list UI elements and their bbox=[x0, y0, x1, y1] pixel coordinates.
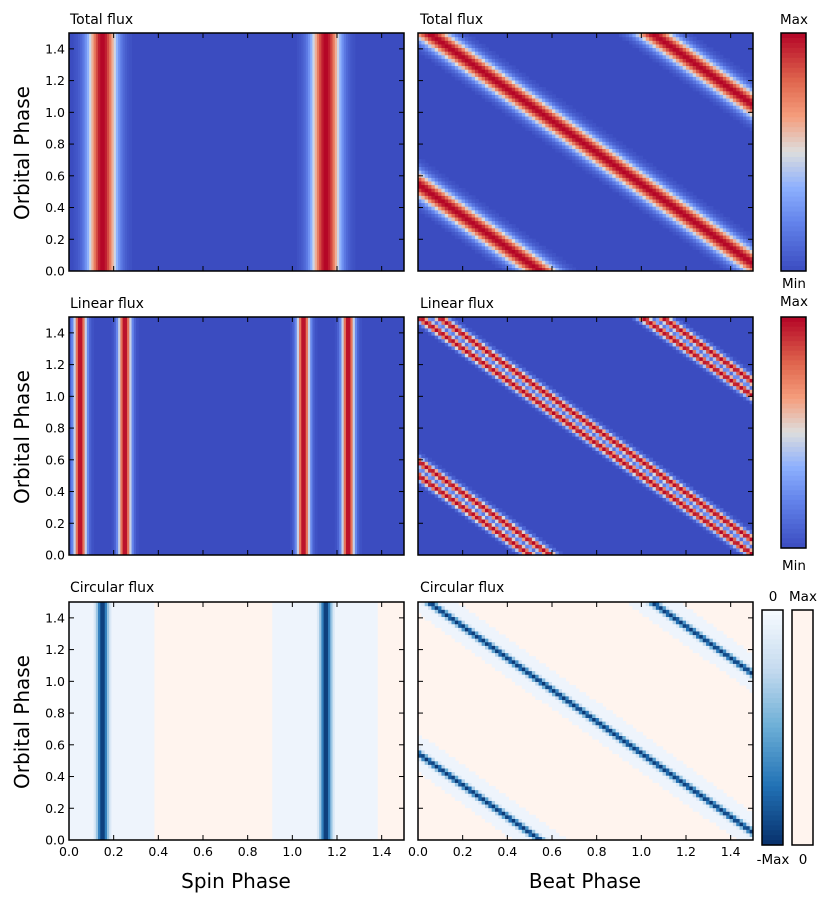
x-tick-label: 0.6 bbox=[193, 844, 213, 859]
y-tick-label: 1.2 bbox=[45, 73, 65, 88]
x-tick-label: 1.4 bbox=[372, 844, 392, 859]
y-tick-label: 1.0 bbox=[45, 389, 65, 404]
x-tick-label: 1.2 bbox=[327, 844, 347, 859]
colorbar-circular-negative bbox=[761, 609, 784, 846]
y-tick-label: 0.4 bbox=[45, 484, 65, 499]
x-tick-label: 0.2 bbox=[104, 844, 124, 859]
y-axis-label-row1: Orbital Phase bbox=[10, 86, 34, 220]
y-tick-label: 1.4 bbox=[45, 41, 65, 56]
y-tick-label: 1.0 bbox=[45, 105, 65, 120]
colorbar-circular-positive bbox=[791, 609, 814, 846]
panel-title-total-spin: Total flux bbox=[69, 12, 133, 28]
y-tick-label: 0.0 bbox=[45, 548, 65, 563]
colorbar-total bbox=[780, 32, 807, 272]
y-tick-label: 0.2 bbox=[45, 232, 65, 247]
colorbar-circ-pos-top-label: Max bbox=[789, 589, 817, 605]
colorbar-circ-pos-bottom-label: 0 bbox=[799, 852, 808, 868]
heatmap-linear-beat bbox=[417, 316, 754, 556]
colorbar-total-min-label: Min bbox=[782, 276, 806, 292]
y-tick-label: 0.2 bbox=[45, 801, 65, 816]
colorbar-linear-min-label: Min bbox=[782, 558, 806, 574]
y-tick-label: 0.8 bbox=[45, 706, 65, 721]
y-tick-label: 0.0 bbox=[45, 264, 65, 279]
x-axis-label-spin: Spin Phase bbox=[181, 869, 291, 893]
x-tick-label: 0.4 bbox=[497, 844, 517, 859]
heatmap-circular-spin: 0.00.0 0.2 0.2 0.4 0.4 0.6 0.6 0.8 0.8 1.0 1.0 1.2 1… bbox=[45, 601, 405, 859]
y-tick-label: 0.8 bbox=[45, 421, 65, 436]
colorbar-linear-max-label: Max bbox=[780, 294, 808, 310]
heatmap-circular-beat: 0.0 0.2 0.4 0.6 0.8 1.0 1.2 1.4 bbox=[408, 601, 754, 859]
y-tick-label: 1.2 bbox=[45, 357, 65, 372]
y-tick-label: 0.4 bbox=[45, 769, 65, 784]
x-tick-label: 0.2 bbox=[453, 844, 473, 859]
panel-title-circular-beat: Circular flux bbox=[420, 580, 504, 596]
x-tick-label: 0.6 bbox=[542, 844, 562, 859]
y-tick-label: 1.4 bbox=[45, 610, 65, 625]
colorbar-circ-neg-bottom-label: -Max bbox=[757, 852, 790, 868]
y-axis-label-row2: Orbital Phase bbox=[10, 370, 34, 504]
panel-title-circular-spin: Circular flux bbox=[70, 580, 154, 596]
y-tick-label: 1.4 bbox=[45, 325, 65, 340]
panel-title-total-beat: Total flux bbox=[419, 12, 483, 28]
x-tick-label: 1.2 bbox=[676, 844, 696, 859]
colorbar-linear bbox=[780, 316, 807, 549]
y-tick-label: 0.6 bbox=[45, 168, 65, 183]
y-tick-label: 0.6 bbox=[45, 452, 65, 467]
y-tick-label: 1.2 bbox=[45, 642, 65, 657]
panel-title-linear-beat: Linear flux bbox=[420, 296, 494, 312]
x-axis-label-beat: Beat Phase bbox=[529, 869, 641, 893]
panel-title-linear-spin: Linear flux bbox=[70, 296, 144, 312]
y-tick-label: 0.4 bbox=[45, 200, 65, 215]
y-tick-label: 0.6 bbox=[45, 737, 65, 752]
x-tick-label: 1.4 bbox=[721, 844, 741, 859]
x-tick-label: 0.8 bbox=[238, 844, 258, 859]
y-axis-label-row3: Orbital Phase bbox=[10, 655, 34, 789]
y-tick-label: 0.0 bbox=[45, 833, 65, 848]
heatmap-total-spin: 0.0 0.2 0.4 0.6 0.8 1.0 1.2 1.4 bbox=[45, 32, 405, 279]
heatmap-linear-spin: 0.0 0.2 0.4 0.6 0.8 1.0 1.2 1.4 bbox=[45, 316, 405, 563]
x-tick-label: 0.0 bbox=[408, 844, 428, 859]
x-tick-label: 1.0 bbox=[631, 844, 651, 859]
x-tick-label: 0.0 bbox=[59, 844, 79, 859]
y-tick-label: 0.8 bbox=[45, 137, 65, 152]
x-tick-label: 0.8 bbox=[587, 844, 607, 859]
y-tick-label: 1.0 bbox=[45, 674, 65, 689]
colorbar-circ-neg-top-label: 0 bbox=[769, 589, 778, 605]
y-tick-label: 0.2 bbox=[45, 516, 65, 531]
x-tick-label: 1.0 bbox=[282, 844, 302, 859]
colorbar-total-max-label: Max bbox=[780, 12, 808, 28]
x-tick-label: 0.4 bbox=[148, 844, 168, 859]
heatmap-total-beat bbox=[417, 32, 754, 272]
